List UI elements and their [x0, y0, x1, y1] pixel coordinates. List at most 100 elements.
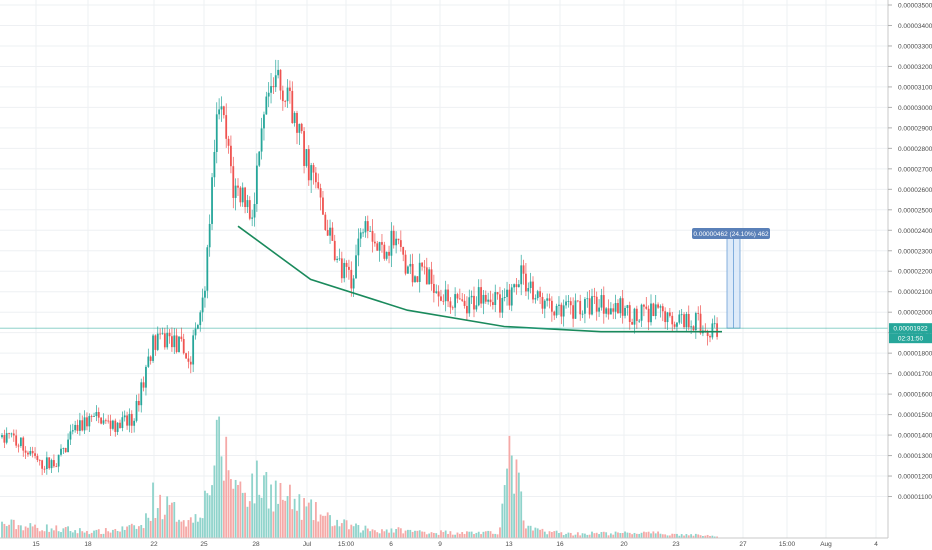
candle-body — [430, 269, 433, 284]
volume-bar — [399, 528, 402, 538]
candle-body — [657, 304, 659, 308]
candle-body — [661, 306, 664, 312]
time-tick-label: 20 — [620, 541, 628, 548]
candle-body — [654, 304, 657, 317]
candle-body — [126, 415, 128, 426]
candle-body — [324, 214, 327, 231]
volume-bar — [291, 509, 294, 538]
candle-body — [187, 358, 190, 362]
candle-body — [201, 297, 204, 313]
volume-bar — [536, 528, 539, 538]
volume-bar — [168, 504, 171, 538]
candle-body — [614, 303, 617, 312]
volume-bar — [550, 531, 553, 538]
volume-bar — [173, 502, 176, 538]
candle-body — [284, 101, 287, 102]
time-tick-label: 28 — [252, 541, 260, 548]
volume-bar — [296, 510, 298, 538]
volume-bar — [69, 531, 72, 538]
volume-bar — [1, 521, 3, 538]
price-tick-label: 0.00003500 — [898, 3, 932, 10]
candle-body — [369, 230, 372, 232]
candle-body — [624, 308, 626, 316]
candle-body — [156, 333, 159, 350]
candle-body — [303, 131, 305, 166]
volume-bar — [97, 529, 100, 538]
time-axis[interactable]: 15 18 22 25 28 Jul 15:00 6 9 13 16 20 23 27 15:00 Aug 4 — [0, 537, 888, 548]
candle-body — [668, 312, 671, 316]
time-tick-label: 16 — [556, 541, 564, 548]
candle-body — [425, 267, 428, 285]
candle-body — [506, 289, 508, 297]
volume-bar — [624, 531, 626, 538]
candle-body — [671, 315, 674, 325]
candle-body — [41, 460, 44, 469]
candle-body — [414, 276, 416, 283]
volume-bar — [48, 531, 51, 538]
candle-body — [503, 296, 506, 298]
volume-bar — [133, 525, 136, 538]
candle-body — [470, 295, 473, 298]
volume-bar — [60, 532, 62, 538]
volume-bar — [525, 528, 527, 538]
volume-bar — [395, 529, 398, 538]
candle-body — [678, 314, 681, 323]
candle-body — [399, 240, 402, 247]
candle-body — [281, 90, 284, 102]
candle-body — [572, 305, 575, 319]
volume-bar — [251, 473, 254, 538]
volume-bar — [27, 527, 29, 538]
volume-bar — [326, 512, 329, 538]
candle-body — [593, 296, 596, 297]
candle-body — [260, 128, 263, 152]
candle-body — [359, 232, 362, 239]
volume-bar — [595, 532, 598, 538]
price-tick-label: 0.00002400 — [898, 228, 932, 235]
volume-bar — [390, 528, 393, 538]
volume-bar — [128, 525, 131, 538]
candle-body — [534, 298, 537, 300]
volume-bar — [274, 480, 277, 538]
volume-bar — [126, 526, 128, 538]
price-axis[interactable]: 0.00001100 0.00001200 0.00001300 0.00001400… — [887, 0, 932, 538]
support-curve[interactable] — [237, 225, 722, 333]
candle-body — [296, 112, 298, 133]
candle-body — [48, 457, 51, 469]
candle-body — [71, 430, 74, 432]
candle-body — [499, 294, 501, 313]
candle-body — [407, 266, 409, 274]
candle-body — [50, 460, 53, 469]
volume-bar — [154, 518, 157, 538]
candle-body — [253, 204, 256, 218]
candle-body — [293, 112, 296, 124]
volume-bar — [652, 531, 655, 538]
volume-bar — [29, 523, 32, 538]
volume-bar — [17, 525, 20, 538]
candle-body — [447, 289, 449, 302]
measure-tool[interactable]: 0.00000462 (24.10%) 462 — [692, 228, 770, 329]
candle-body — [17, 445, 20, 447]
candle-body — [192, 335, 195, 365]
candle-body — [676, 322, 678, 327]
volume-bar — [546, 534, 549, 538]
candle-body — [137, 400, 140, 406]
candle-body — [163, 333, 166, 348]
candle-body — [310, 165, 313, 181]
candle-body — [428, 269, 431, 285]
candle-body — [626, 305, 629, 309]
candle-body — [15, 435, 18, 446]
candle-body — [19, 437, 22, 447]
volume-bar — [171, 502, 173, 538]
candle-body — [130, 413, 133, 426]
candle-body — [489, 299, 492, 303]
volume-bar — [90, 532, 93, 538]
candle-body — [690, 326, 693, 328]
volume-bar — [333, 525, 336, 538]
volume-bar — [348, 529, 350, 538]
candle-body — [697, 313, 700, 314]
volume-bar — [503, 485, 506, 538]
time-tick-label: 13 — [505, 541, 513, 548]
candle-body — [602, 295, 605, 314]
candle-body — [246, 200, 249, 208]
